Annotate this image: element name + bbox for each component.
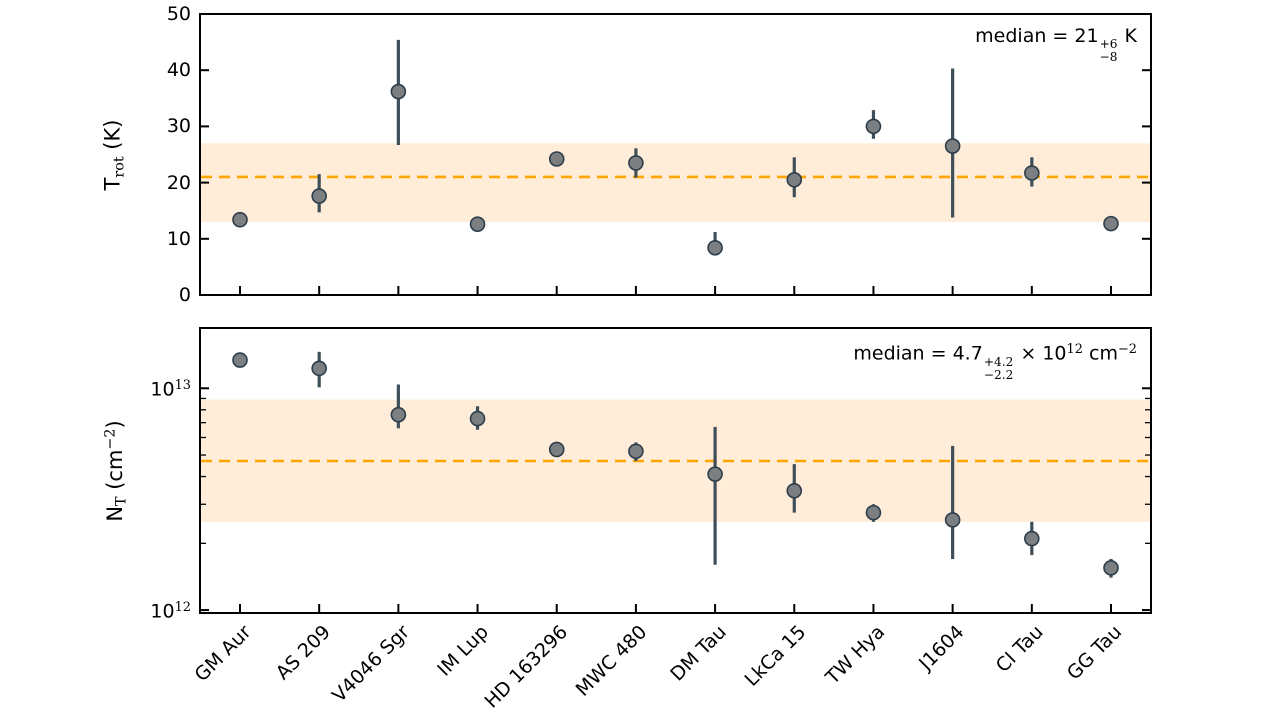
y-tick-label: 40 <box>166 59 191 82</box>
data-point <box>1024 530 1040 547</box>
y-tick-label: 0 <box>178 284 191 306</box>
label-part: N <box>102 505 127 522</box>
label-part: median = 21 <box>975 25 1099 47</box>
data-point <box>390 83 407 100</box>
label-part: 10 <box>150 600 175 623</box>
data-point <box>1103 215 1119 232</box>
y-tick-label: 1013 <box>150 374 191 401</box>
y-tick-label: 30 <box>166 115 191 138</box>
data-point <box>232 211 248 228</box>
axis-title-bottom: NT (cm−2) <box>99 420 134 521</box>
label-part: (K) <box>100 119 125 156</box>
panel-top <box>199 13 1152 296</box>
data-point <box>548 441 565 458</box>
data-point <box>944 138 961 154</box>
data-point <box>865 118 882 135</box>
label-part: median = 4.7 <box>853 342 983 365</box>
stacked-uncertainty: +4.2 −2.2 <box>983 354 1014 382</box>
data-point <box>311 188 327 204</box>
data-point <box>469 216 486 232</box>
label-part: cm <box>1082 342 1118 365</box>
label-part: T <box>113 495 130 506</box>
label-part: rot <box>111 155 128 178</box>
label-part: ) <box>102 419 127 429</box>
label-part: (cm <box>102 449 127 496</box>
data-point <box>311 360 327 377</box>
label-part: T <box>100 177 125 190</box>
y-tick-label: 20 <box>166 171 191 194</box>
data-point <box>865 504 882 521</box>
label-part: −2 <box>102 428 119 450</box>
data-point <box>1103 560 1119 576</box>
data-point <box>548 151 565 167</box>
label-part: 10 <box>150 378 175 401</box>
median-annotation-top: median = 21 +6 −8 K <box>975 23 1137 65</box>
data-point <box>786 171 803 188</box>
median-annotation-bottom: median = 4.7 +4.2 −2.2 × 1012 cm−2 <box>853 337 1137 382</box>
data-point <box>628 155 644 171</box>
data-point <box>707 239 723 256</box>
label-part: × 10 <box>1014 342 1067 365</box>
data-point <box>232 352 248 368</box>
label-part: 12 <box>174 600 191 616</box>
y-tick-label: 10 <box>166 227 191 250</box>
label-part: K <box>1118 25 1137 47</box>
data-point <box>944 512 961 528</box>
y-tick-label: 50 <box>166 3 191 25</box>
data-point <box>628 443 644 460</box>
panel-frame <box>199 327 1152 614</box>
data-point <box>707 466 723 482</box>
axis-title-top: Trot (K) <box>101 119 132 190</box>
data-point <box>390 406 407 423</box>
panel-bottom <box>199 327 1152 614</box>
label-part: −2 <box>1117 342 1137 357</box>
median-band <box>201 143 1150 222</box>
data-point <box>469 410 486 427</box>
data-point <box>786 482 803 499</box>
label-part: 13 <box>174 378 191 394</box>
data-point <box>1024 165 1040 181</box>
panel-frame <box>199 13 1152 296</box>
y-tick-label: 1012 <box>150 596 191 623</box>
stacked-uncertainty: +6 −8 <box>1099 37 1118 65</box>
label-part: 12 <box>1066 342 1083 357</box>
